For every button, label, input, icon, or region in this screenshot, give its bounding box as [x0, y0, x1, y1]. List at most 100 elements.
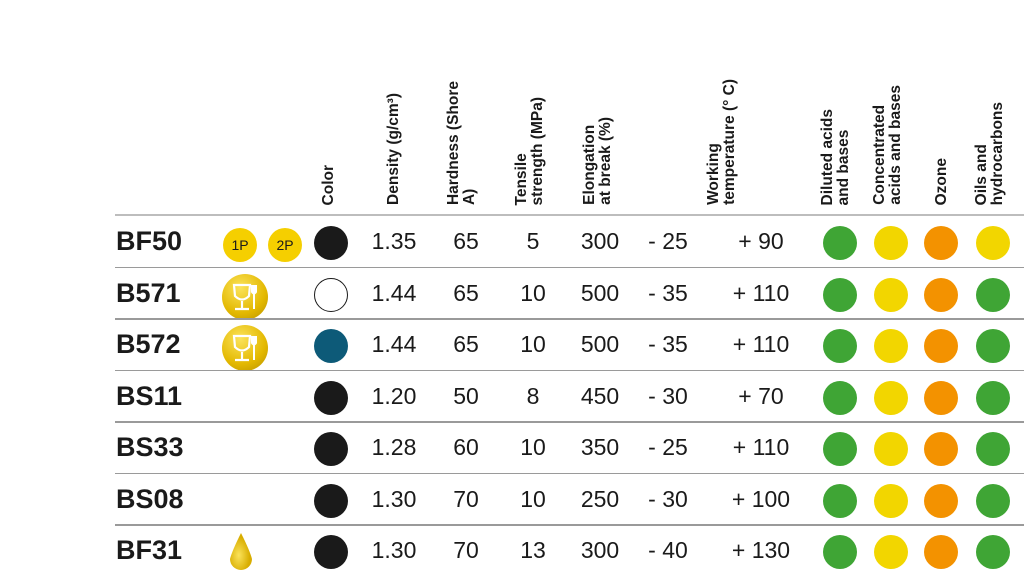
- header-ozone: Ozone: [933, 157, 950, 205]
- elongation-value: 250: [580, 485, 620, 512]
- color-swatch: [314, 535, 348, 569]
- temp-min-value: - 40: [648, 537, 688, 563]
- table-row: BS33 1.28 60 10 350 - 25 + 110: [0, 422, 1024, 473]
- tensile-value: 13: [520, 537, 546, 563]
- resistance-poor-indicator: [924, 226, 958, 260]
- elongation-value: 300: [580, 537, 620, 563]
- hardness-value: 70: [453, 537, 479, 563]
- temp-min-value: - 30: [648, 485, 688, 512]
- resistance-good-indicator: [976, 535, 1010, 569]
- hardness-value: 50: [453, 382, 479, 409]
- header-tensile: Tensile strength (MPa): [513, 96, 546, 206]
- header-divider: [115, 214, 1024, 216]
- resistance-poor-indicator: [924, 535, 958, 569]
- 1p-badge-icon: 1P: [223, 228, 257, 262]
- header-color: Color: [320, 164, 337, 205]
- material-name: BS11: [116, 380, 183, 411]
- table-row: BF50 1P 2P 1.35 65 5 300 - 25 + 90: [0, 216, 1024, 267]
- density-value: 1.44: [371, 331, 417, 357]
- color-swatch: [314, 329, 348, 363]
- resistance-good-indicator: [823, 277, 857, 312]
- table-row: B572 1.44 65 10 500 - 35 + 110: [0, 319, 1024, 371]
- resistance-good-indicator: [976, 483, 1010, 518]
- tensile-value: 10: [520, 331, 546, 357]
- temp-max-value: + 130: [731, 537, 791, 563]
- header-hardness: Hardness (Shore A): [445, 80, 478, 205]
- resistance-medium-indicator: [874, 226, 908, 260]
- temp-min-value: - 25: [648, 228, 688, 254]
- resistance-poor-indicator: [924, 329, 958, 363]
- resistance-poor-indicator: [924, 432, 958, 466]
- row-divider: [115, 266, 1024, 268]
- resistance-medium-indicator: [874, 535, 908, 569]
- hardness-value: 65: [453, 228, 479, 254]
- density-value: 1.20: [371, 382, 417, 409]
- temp-max-value: + 110: [732, 279, 790, 306]
- resistance-poor-indicator: [924, 483, 958, 518]
- elongation-value: 500: [580, 331, 620, 357]
- temp-max-value: + 110: [732, 434, 790, 460]
- tensile-value: 10: [520, 485, 546, 512]
- resistance-medium-indicator: [874, 329, 908, 363]
- temp-min-value: - 35: [648, 331, 688, 357]
- material-name: BS08: [116, 483, 184, 514]
- hardness-value: 70: [453, 485, 479, 512]
- tensile-value: 10: [520, 434, 546, 460]
- material-name: BF50: [116, 226, 183, 256]
- temp-max-value: + 70: [738, 382, 784, 409]
- row-divider: [115, 421, 1024, 423]
- material-name: BF31: [116, 535, 183, 565]
- temp-min-value: - 30: [648, 382, 688, 409]
- header-elongation: Elongation at break (%): [581, 117, 614, 205]
- resistance-good-indicator: [823, 329, 857, 363]
- temp-min-value: - 35: [648, 279, 688, 306]
- density-value: 1.28: [371, 434, 417, 460]
- hardness-value: 60: [453, 434, 479, 460]
- row-divider: [115, 472, 1024, 474]
- row-divider: [115, 524, 1024, 526]
- oil-drop-icon: [226, 531, 256, 578]
- resistance-medium-indicator: [874, 277, 908, 312]
- table-row: BS11 1.20 50 8 450 - 30 + 70: [0, 371, 1024, 422]
- resistance-medium-indicator: [874, 380, 908, 415]
- resistance-good-indicator: [976, 380, 1010, 415]
- material-name: B572: [116, 329, 181, 359]
- color-swatch: [314, 277, 348, 312]
- elongation-value: 300: [580, 228, 620, 254]
- material-name: B571: [116, 277, 181, 308]
- temp-max-value: + 100: [731, 485, 791, 512]
- color-swatch: [314, 483, 348, 518]
- 2p-badge-icon: 2P: [268, 228, 302, 262]
- elongation-value: 350: [580, 434, 620, 460]
- resistance-good-indicator: [823, 380, 857, 415]
- temp-max-value: + 110: [732, 331, 790, 357]
- resistance-good-indicator: [823, 535, 857, 569]
- header-temperature: Working temperature (° C): [705, 79, 738, 205]
- row-divider: [115, 318, 1024, 320]
- density-value: 1.30: [371, 485, 417, 512]
- resistance-good-indicator: [976, 329, 1010, 363]
- elongation-value: 450: [580, 382, 620, 409]
- resistance-poor-indicator: [924, 277, 958, 312]
- resistance-good-indicator: [823, 432, 857, 466]
- header-oils: Oils and hydrocarbons: [973, 101, 1006, 205]
- tensile-value: 10: [520, 279, 546, 306]
- header-diluted: Diluted acids and bases: [819, 108, 852, 205]
- resistance-medium-indicator: [874, 432, 908, 466]
- color-swatch: [314, 432, 348, 466]
- resistance-poor-indicator: [924, 380, 958, 415]
- table-row: BS08 1.30 70 10 250 - 30 + 100: [0, 474, 1024, 525]
- resistance-good-indicator: [823, 483, 857, 518]
- density-value: 1.35: [371, 228, 417, 254]
- temp-min-value: - 25: [648, 434, 688, 460]
- resistance-medium-indicator: [874, 483, 908, 518]
- color-swatch: [314, 226, 348, 260]
- row-divider: [115, 369, 1024, 371]
- tensile-value: 5: [526, 228, 540, 254]
- header-concentrated: Concentrated acids and bases: [871, 85, 904, 205]
- resistance-good-indicator: [823, 226, 857, 260]
- tensile-value: 8: [526, 382, 540, 409]
- food-safe-icon: [222, 325, 268, 371]
- table-row: B571 1.44 65 10 500 - 35 + 110: [0, 268, 1024, 320]
- elongation-value: 500: [580, 279, 620, 306]
